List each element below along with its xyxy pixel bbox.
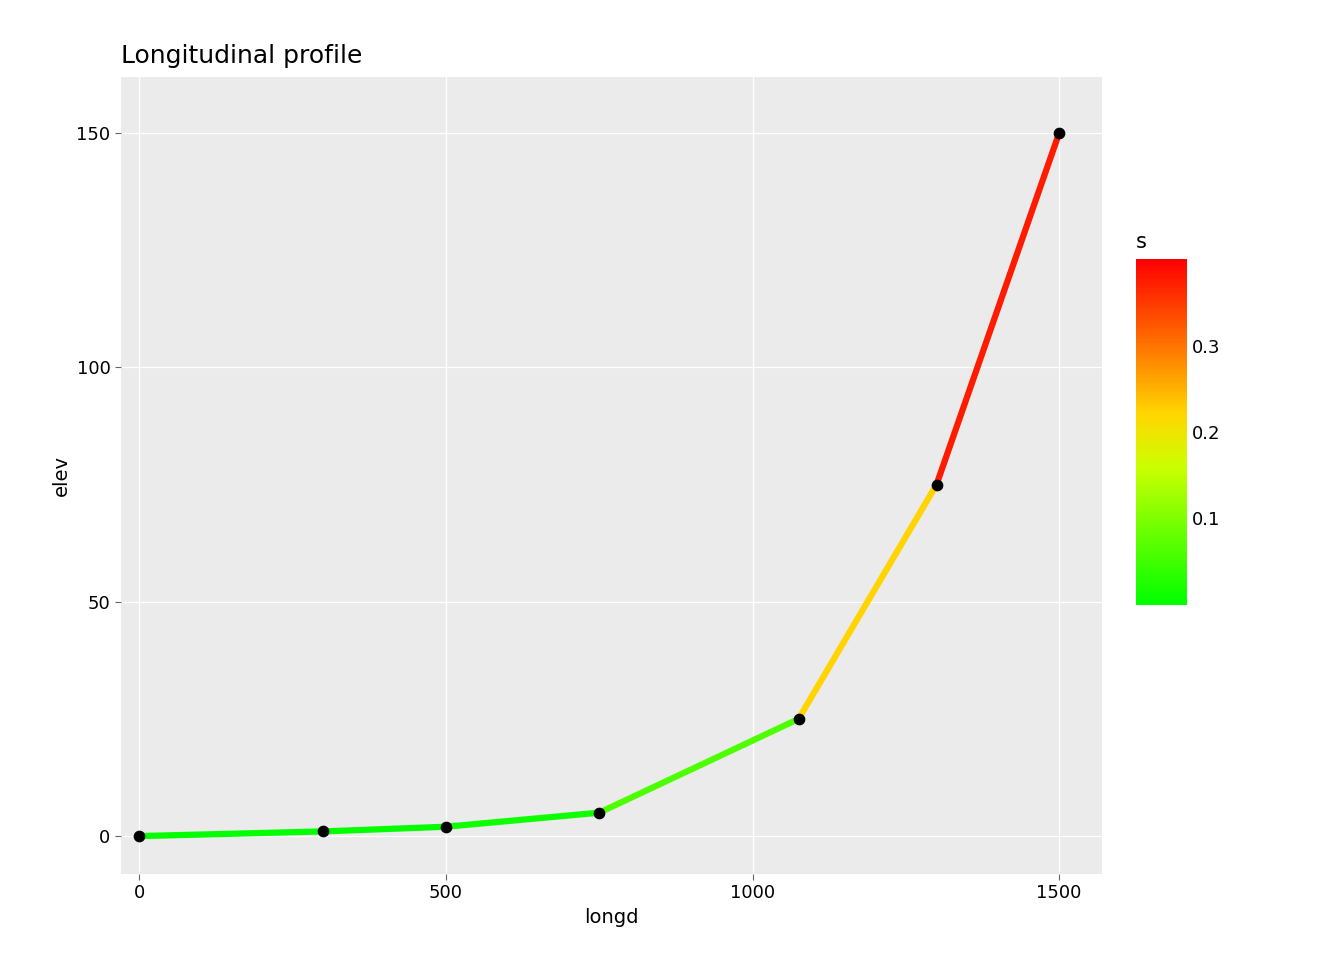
X-axis label: longd: longd — [585, 907, 638, 926]
Point — [926, 477, 948, 492]
Text: s: s — [1136, 232, 1146, 252]
Point — [589, 805, 610, 821]
Text: Longitudinal profile: Longitudinal profile — [121, 44, 363, 68]
Y-axis label: elev: elev — [52, 455, 71, 495]
Point — [435, 819, 457, 834]
Point — [313, 824, 335, 839]
Point — [788, 711, 809, 727]
Point — [1048, 126, 1070, 141]
Point — [129, 828, 151, 844]
